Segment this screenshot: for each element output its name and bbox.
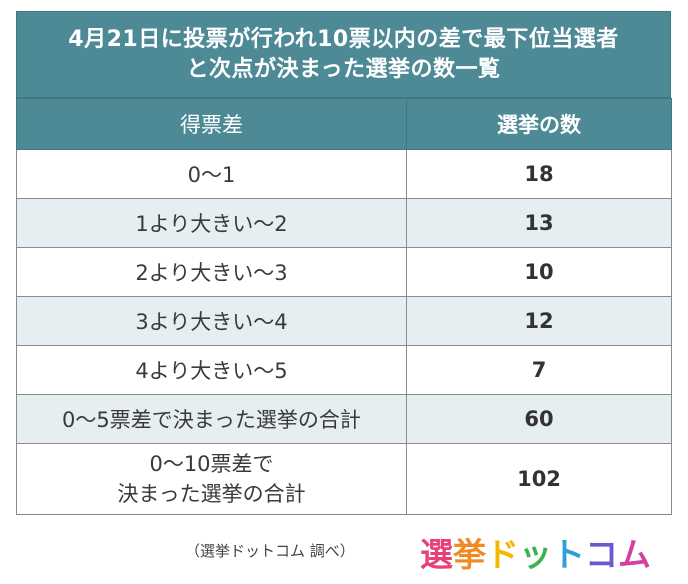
logo-char: ム	[618, 535, 651, 574]
table-row: 4より大きい～5 7	[16, 345, 672, 395]
vote-margin-table: 得票差 選挙の数 0～1 18 1より大きい～2 13 2より大きい～3 10 …	[16, 98, 672, 515]
table-row: 1より大きい～2 13	[16, 198, 672, 248]
count-cell: 10	[406, 247, 672, 297]
table-row: 2より大きい～3 10	[16, 247, 672, 297]
margin-cell: 0～1	[16, 149, 407, 199]
table-header-row: 得票差 選挙の数	[16, 98, 672, 150]
logo-char: ト	[552, 535, 585, 574]
margin-cell-line2: 決まった選挙の合計	[117, 482, 306, 506]
margin-cell: 1より大きい～2	[16, 198, 407, 248]
table-row-total-5: 0～5票差で決まった選挙の合計 60	[16, 394, 672, 444]
table-row: 0～1 18	[16, 149, 672, 199]
count-cell: 13	[406, 198, 672, 248]
table-title: 4月21日に投票が行われ10票以内の差で最下位当選者 と次点が決まった選挙の数一…	[16, 11, 671, 98]
logo-char: 挙	[453, 535, 486, 574]
margin-cell: 2より大きい～3	[16, 247, 407, 297]
senkyo-dotcom-logo: 選挙ドットコム	[420, 528, 651, 576]
logo-char: 選	[420, 535, 453, 574]
count-cell: 60	[406, 394, 672, 444]
logo-char: コ	[585, 535, 618, 574]
column-header-count: 選挙の数	[406, 98, 672, 150]
count-cell: 12	[406, 296, 672, 346]
summary-table-container: 4月21日に投票が行われ10票以内の差で最下位当選者 と次点が決まった選挙の数一…	[16, 11, 672, 515]
table-row-total-10: 0～10票差で 決まった選挙の合計 102	[16, 443, 672, 515]
logo-char: ド	[486, 535, 519, 574]
source-note: （選挙ドットコム 調べ）	[185, 542, 355, 560]
count-cell: 102	[406, 443, 672, 515]
margin-cell: 0～5票差で決まった選挙の合計	[16, 394, 407, 444]
table-title-line1: 4月21日に投票が行われ10票以内の差で最下位当選者	[68, 26, 619, 52]
column-header-margin: 得票差	[16, 98, 407, 150]
margin-cell: 4より大きい～5	[16, 345, 407, 395]
count-cell: 18	[406, 149, 672, 199]
margin-cell-line1: 0～10票差で	[149, 452, 274, 476]
margin-cell: 0～10票差で 決まった選挙の合計	[16, 443, 407, 515]
margin-cell: 3より大きい～4	[16, 296, 407, 346]
table-title-line2: と次点が決まった選挙の数一覧	[186, 56, 501, 82]
count-cell: 7	[406, 345, 672, 395]
logo-char: ッ	[519, 535, 552, 574]
table-row: 3より大きい～4 12	[16, 296, 672, 346]
